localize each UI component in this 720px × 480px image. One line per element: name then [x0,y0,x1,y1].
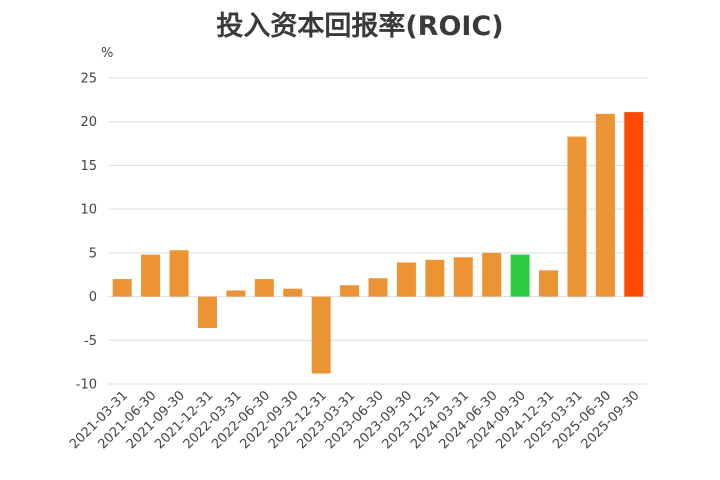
bar-2024-09-30 [510,254,530,297]
chart-title: 投入资本回报率(ROIC) [216,11,504,42]
bars [112,112,644,374]
y-tick-label: 15 [80,159,97,174]
bar-2021-09-30 [169,250,189,297]
bar-2025-06-30 [595,113,615,297]
x-axis-ticks: 2021-03-312021-06-302021-09-302021-12-31… [67,388,643,452]
bar-2022-03-31 [226,290,246,297]
bar-2025-03-31 [567,136,587,297]
y-tick-label: -5 [84,334,97,349]
y-tick-label: 25 [80,72,97,87]
bar-2023-09-30 [396,262,416,297]
y-tick-label: 0 [89,290,97,305]
bar-2023-03-31 [340,285,360,297]
bar-2022-12-31 [311,296,331,374]
bar-2024-12-31 [539,270,559,297]
y-tick-label: -10 [76,378,97,393]
bar-2021-03-31 [112,279,132,297]
bar-2022-09-30 [283,288,303,297]
bar-2025-09-30 [624,112,644,297]
y-tick-label: 10 [80,203,97,218]
y-axis-ticks: -10 -5 0 5 10 15 20 25 [76,72,97,393]
bar-2022-06-30 [254,279,274,297]
bar-2021-06-30 [141,254,161,297]
grid-lines [108,77,648,385]
bar-2021-12-31 [197,296,217,329]
y-tick-label: 5 [89,246,97,261]
bar-2024-06-30 [482,252,502,297]
bar-2023-12-31 [425,259,445,297]
bar-2024-03-31 [453,257,473,297]
bar-2023-06-30 [368,278,388,297]
y-tick-label: 20 [80,115,97,130]
y-axis-unit-label: % [101,46,113,61]
